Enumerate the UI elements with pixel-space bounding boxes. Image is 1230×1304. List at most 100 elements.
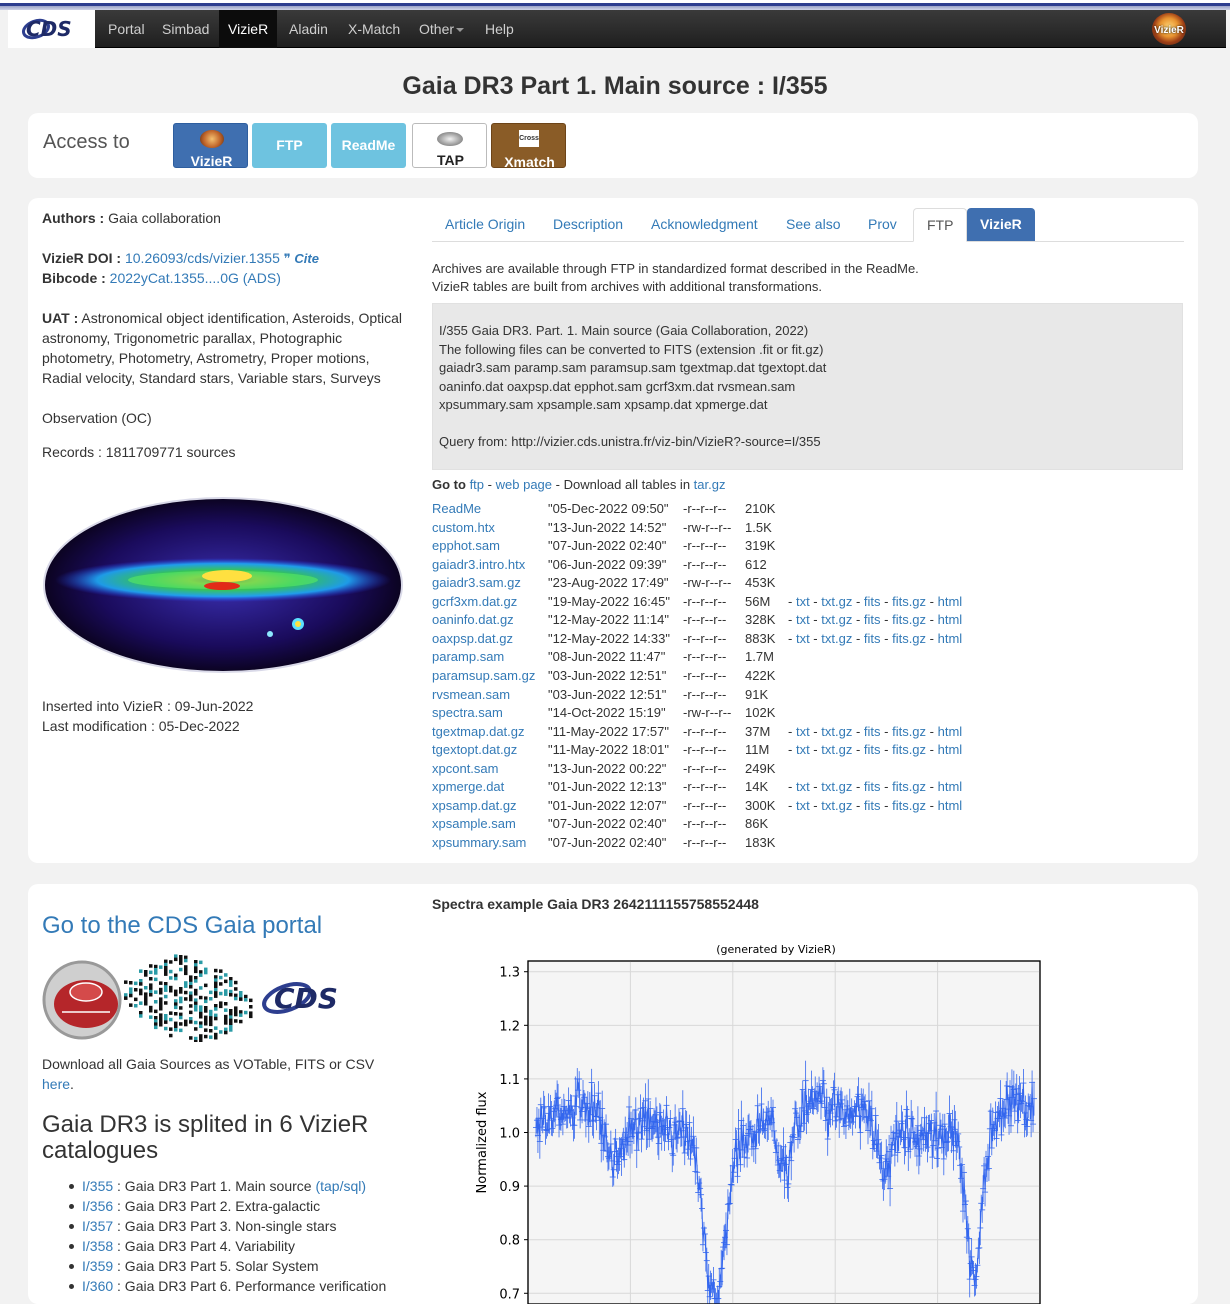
bibcode-link[interactable]: 2022yCat.1355....0G (ADS) (109, 270, 281, 286)
file-name-link[interactable]: gcrf3xm.dat.gz (432, 593, 518, 609)
catalogue-link[interactable]: I/359 (82, 1258, 114, 1274)
file-name-link[interactable]: gaiadr3.intro.htx (432, 556, 526, 572)
goto-web-link[interactable]: web page (495, 477, 553, 492)
tab-prov[interactable]: Prov (868, 216, 897, 232)
file-name-link[interactable]: tgextmap.dat.gz (432, 723, 525, 739)
catalogue-link[interactable]: I/357 (82, 1218, 114, 1234)
convert-fits-gz-link[interactable]: fits.gz (892, 779, 927, 795)
file-permissions: -r--r--r-- (683, 593, 727, 609)
file-name-link[interactable]: ReadMe (432, 501, 482, 516)
access-readme-button[interactable]: ReadMe (331, 123, 406, 168)
file-name-link[interactable]: custom.htx (432, 519, 495, 535)
logo-pixel (184, 955, 188, 960)
access-vizier-button[interactable]: VizieR (173, 123, 248, 169)
convert-txt-gz-link[interactable]: txt.gz (821, 742, 853, 758)
catalogue-link[interactable]: I/358 (82, 1238, 114, 1254)
nav-vizier[interactable]: VizieR (219, 10, 278, 48)
cite-button[interactable]: ❞ Cite (284, 251, 319, 266)
convert-fits-link[interactable]: fits (863, 723, 881, 739)
convert-txt-link[interactable]: txt (795, 779, 810, 795)
convert-fits-gz-link[interactable]: fits.gz (892, 593, 927, 609)
tab-article-origin[interactable]: Article Origin (445, 216, 526, 232)
convert-html-link[interactable]: html (937, 612, 963, 628)
convert-fits-link[interactable]: fits (863, 742, 881, 758)
convert-html-link[interactable]: html (937, 779, 963, 795)
convert-txt-gz-link[interactable]: txt.gz (821, 779, 853, 795)
convert-fits-gz-link[interactable]: fits.gz (892, 742, 927, 758)
convert-txt-link[interactable]: txt (795, 723, 810, 739)
file-name-link[interactable]: oaxpsp.dat.gz (432, 630, 513, 646)
nav-aladin[interactable]: Aladin (289, 21, 328, 37)
catalogue-link[interactable]: I/356 (82, 1198, 114, 1214)
doi-link[interactable]: 10.26093/cds/vizier.1355 (124, 250, 280, 266)
access-ftp-button[interactable]: FTP (252, 123, 327, 168)
file-name-link[interactable]: xpsample.sam (432, 816, 516, 832)
catalogue-link[interactable]: I/355 (82, 1178, 114, 1194)
convert-txt-gz-link[interactable]: txt.gz (821, 630, 853, 646)
convert-fits-link[interactable]: fits (863, 779, 881, 795)
convert-html-link[interactable]: html (937, 593, 963, 609)
nav-portal[interactable]: Portal (108, 21, 145, 37)
file-name-link[interactable]: oaninfo.dat.gz (432, 612, 514, 628)
convert-txt-gz-link[interactable]: txt.gz (821, 723, 853, 739)
catalogue-link[interactable]: I/360 (82, 1278, 114, 1294)
convert-fits-gz-link[interactable]: fits.gz (892, 612, 927, 628)
tab-see-also[interactable]: See also (786, 216, 841, 232)
tab-ftp[interactable]: FTP (913, 208, 968, 242)
gaia-portal-link[interactable]: Go to the CDS Gaia portal (42, 912, 323, 939)
file-name-link[interactable]: paramsup.sam.gz (432, 667, 536, 683)
convert-txt-link[interactable]: txt (795, 593, 810, 609)
nav-simbad[interactable]: Simbad (162, 21, 210, 37)
convert-html-link[interactable]: html (937, 797, 963, 813)
access-tap-button[interactable]: TAP (412, 123, 487, 168)
file-name-link[interactable]: xpsummary.sam (432, 834, 527, 850)
file-name-link[interactable]: gaiadr3.sam.gz (432, 575, 521, 591)
convert-fits-gz-link[interactable]: fits.gz (892, 797, 927, 813)
tab-description[interactable]: Description (553, 216, 624, 232)
file-permissions: -r--r--r-- (683, 742, 727, 758)
tap-sql-link[interactable]: (tap/sql) (315, 1178, 367, 1194)
nav-help[interactable]: Help (485, 21, 514, 37)
file-row: rvsmean.sam "03-Jun-2022 12:51" -r--r--r--… (432, 687, 1184, 705)
catalogue-item: I/355 : Gaia DR3 Part 1. Main source (ta… (68, 1176, 386, 1196)
convert-fits-link[interactable]: fits (863, 630, 881, 646)
convert-html-link[interactable]: html (937, 630, 963, 646)
convert-txt-gz-link[interactable]: txt.gz (821, 797, 853, 813)
goto-ftp-link[interactable]: ftp (469, 477, 485, 492)
convert-txt-gz-link[interactable]: txt.gz (821, 612, 853, 628)
convert-fits-link[interactable]: fits (863, 797, 881, 813)
convert-txt-link[interactable]: txt (795, 630, 810, 646)
nav-xmatch[interactable]: X-Match (348, 21, 401, 37)
convert-txt-gz-link[interactable]: txt.gz (821, 593, 853, 609)
file-name-link[interactable]: tgextopt.dat.gz (432, 742, 518, 758)
logo-pixel (189, 994, 193, 999)
file-name-link[interactable]: xpcont.sam (432, 760, 499, 776)
download-here-link[interactable]: here (42, 1076, 71, 1092)
convert-txt-link[interactable]: txt (795, 612, 810, 628)
file-name-link[interactable]: xpmerge.dat (432, 779, 505, 795)
access-xmatch-button[interactable]: Cross Xmatch (491, 123, 566, 170)
vizier-badge-icon[interactable]: VizieR (1152, 13, 1186, 45)
file-name-link[interactable]: rvsmean.sam (432, 686, 511, 702)
convert-txt-link[interactable]: txt (795, 797, 810, 813)
tab-acknowledgment[interactable]: Acknowledgment (651, 216, 758, 232)
file-size: 883K (745, 630, 776, 646)
logo-pixel (164, 1014, 168, 1018)
file-name-link[interactable]: paramp.sam (432, 649, 505, 665)
convert-fits-link[interactable]: fits (863, 593, 881, 609)
cds-logo[interactable]: CDS (8, 10, 95, 48)
file-name-link[interactable]: xpsamp.dat.gz (432, 797, 517, 813)
convert-fits-link[interactable]: fits (863, 612, 881, 628)
convert-fits-gz-link[interactable]: fits.gz (892, 723, 927, 739)
nav-other[interactable]: Other (410, 10, 473, 48)
convert-txt-link[interactable]: txt (795, 742, 810, 758)
convert-html-link[interactable]: html (937, 723, 963, 739)
file-name-link[interactable]: epphot.sam (432, 538, 500, 554)
convert-fits-gz-link[interactable]: fits.gz (892, 630, 927, 646)
convert-html-link[interactable]: html (937, 742, 963, 758)
file-name-link[interactable]: spectra.sam (432, 705, 503, 721)
logo-pixel (164, 994, 168, 999)
tab-vizier[interactable]: VizieR (967, 208, 1035, 241)
goto-targz-link[interactable]: tar.gz (693, 477, 726, 492)
logo-pixel (229, 1028, 233, 1032)
